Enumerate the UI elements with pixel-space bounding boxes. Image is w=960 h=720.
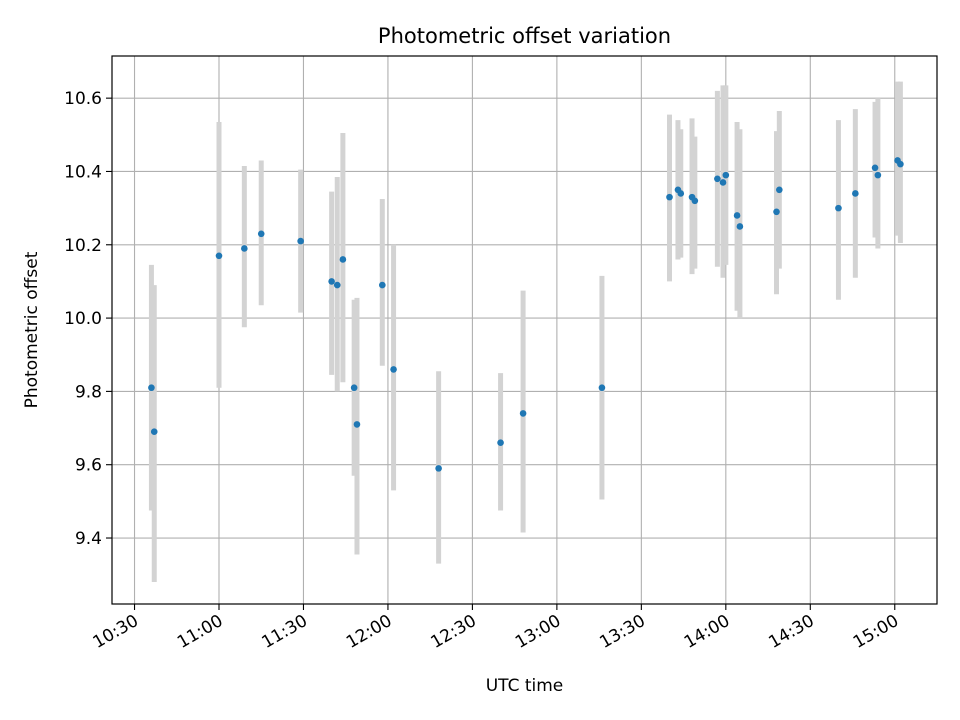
data-point (350, 384, 358, 392)
data-point (871, 164, 879, 172)
data-point (148, 384, 155, 392)
data-point (776, 186, 783, 194)
plot-frame (111, 55, 938, 605)
y-tick-label: 10.4 (64, 162, 102, 182)
data-point (353, 421, 361, 428)
y-tick-label: 9.6 (75, 456, 102, 476)
data-point (691, 197, 699, 205)
y-axis-label: Photometric offset (22, 251, 42, 408)
chart-title: Photometric offset variation (378, 24, 671, 48)
y-tick-label: 10.0 (64, 309, 102, 329)
data-point (215, 252, 223, 260)
data-point (150, 428, 158, 436)
data-points (148, 157, 904, 472)
data-point (722, 171, 730, 179)
data-point (297, 237, 304, 245)
data-point (328, 278, 335, 285)
data-point (874, 171, 882, 179)
y-tick-label: 10.2 (64, 236, 102, 256)
y-tick-label: 9.4 (75, 529, 102, 549)
data-point (339, 256, 347, 263)
data-point (519, 410, 527, 417)
data-point (666, 193, 673, 201)
data-point (435, 465, 442, 472)
data-point (835, 204, 842, 212)
data-point (241, 245, 248, 252)
y-tick-label: 10.6 (64, 89, 102, 109)
data-point (333, 281, 341, 289)
data-point (736, 223, 744, 230)
data-point (257, 230, 265, 238)
data-point (897, 160, 904, 168)
x-axis-label: UTC time (486, 676, 564, 696)
data-point (714, 175, 721, 183)
data-point (733, 212, 741, 219)
data-point (852, 190, 859, 197)
data-point (677, 190, 685, 197)
data-point (719, 179, 727, 186)
data-point (598, 384, 606, 392)
data-point (390, 366, 397, 373)
y-axis: 9.4 9.6 9.8 10.0 10.2 10.4 10.6 (64, 89, 112, 549)
data-point (379, 281, 386, 289)
data-point (497, 439, 504, 447)
data-point (773, 208, 780, 216)
y-tick-label: 9.8 (75, 382, 102, 402)
